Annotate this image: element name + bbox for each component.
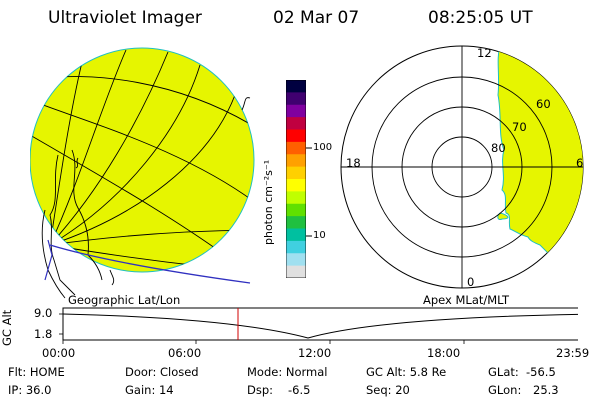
- colorbar-band: [286, 166, 306, 180]
- mlt-label-18: 18: [346, 156, 361, 170]
- instrument-title: Ultraviolet Imager: [48, 8, 202, 28]
- colorbar-band: [286, 141, 306, 155]
- colorbar-band: [286, 203, 306, 217]
- info-glat-value: -56.5: [526, 365, 556, 379]
- colorbar-ticks: [306, 147, 312, 237]
- altplot-xtick-0000: 00:00: [42, 346, 76, 360]
- mlat-label-60: 60: [536, 97, 551, 111]
- time-label: 08:25:05 UT: [428, 8, 533, 28]
- colorbar-band: [286, 104, 306, 118]
- colorbar-band: [286, 154, 306, 168]
- colorbar-band: [286, 92, 306, 106]
- mlt-label-12: 12: [477, 46, 492, 60]
- colorbar-band: [286, 228, 306, 242]
- info-flt: Flt: HOME: [8, 365, 65, 379]
- info-door: Door: Closed: [125, 365, 199, 379]
- mlt-label-6: 6: [576, 156, 584, 170]
- apex-label: Apex MLat/MLT: [423, 293, 510, 307]
- colorbar-band: [286, 265, 306, 278]
- colorbar-band: [286, 253, 306, 267]
- colorbar-band: [286, 129, 306, 143]
- colorbar-band: [286, 240, 306, 254]
- date-label: 02 Mar 07: [273, 8, 360, 28]
- geographic-map: [30, 47, 255, 299]
- aurora-region: [497, 46, 583, 288]
- info-seq: Seq: 20: [366, 383, 410, 397]
- info-dsp-value: -6.5: [288, 383, 311, 397]
- altplot-ylabel: GC Alt: [0, 309, 14, 346]
- info-glon-value: 25.3: [533, 383, 559, 397]
- colorbar-band: [286, 80, 306, 93]
- altplot-xtick-0600: 06:00: [168, 346, 202, 360]
- info-glon-label: GLon:: [488, 383, 522, 397]
- info-gcalt: GC Alt: 5.8 Re: [366, 365, 447, 379]
- colorbar-unit-label: photon cm⁻²s⁻¹: [262, 159, 275, 245]
- info-dsp-label: Dsp:: [247, 383, 274, 397]
- info-ip: IP: 36.0: [8, 383, 52, 397]
- colorbar-band: [286, 216, 306, 229]
- info-glat-label: GLat:: [488, 365, 519, 379]
- geographic-label: Geographic Lat/Lon: [68, 293, 181, 307]
- polar-mlat-mlt-map: [340, 45, 584, 289]
- colorbar-band: [286, 117, 306, 130]
- colorbar-tick-10: 10: [313, 230, 326, 241]
- mlat-label-70: 70: [512, 120, 527, 134]
- altplot-xtick-1200: 12:00: [298, 346, 332, 360]
- altplot-ytick-9: 9.0: [34, 306, 53, 320]
- info-mode: Mode: Normal: [247, 365, 328, 379]
- info-gain: Gain: 14: [125, 383, 174, 397]
- mlt-label-0: 0: [467, 275, 475, 289]
- mlat-label-80: 80: [491, 141, 506, 155]
- colorbar-tick-100: 100: [313, 142, 333, 153]
- altitude-curve: [62, 313, 578, 339]
- terminator-line: [49, 244, 251, 284]
- altplot-xtick-1800: 18:00: [427, 346, 461, 360]
- colorbar-band: [286, 179, 306, 192]
- altitude-plot: [59, 307, 578, 344]
- altplot-ytick-1-8: 1.8: [34, 327, 53, 341]
- earth-disk: [30, 47, 255, 273]
- altplot-xtick-2359: 23:59: [556, 346, 590, 360]
- colorbar: [286, 80, 306, 278]
- coastline: [71, 149, 103, 281]
- colorbar-band: [286, 191, 306, 205]
- coastline: [49, 154, 76, 296]
